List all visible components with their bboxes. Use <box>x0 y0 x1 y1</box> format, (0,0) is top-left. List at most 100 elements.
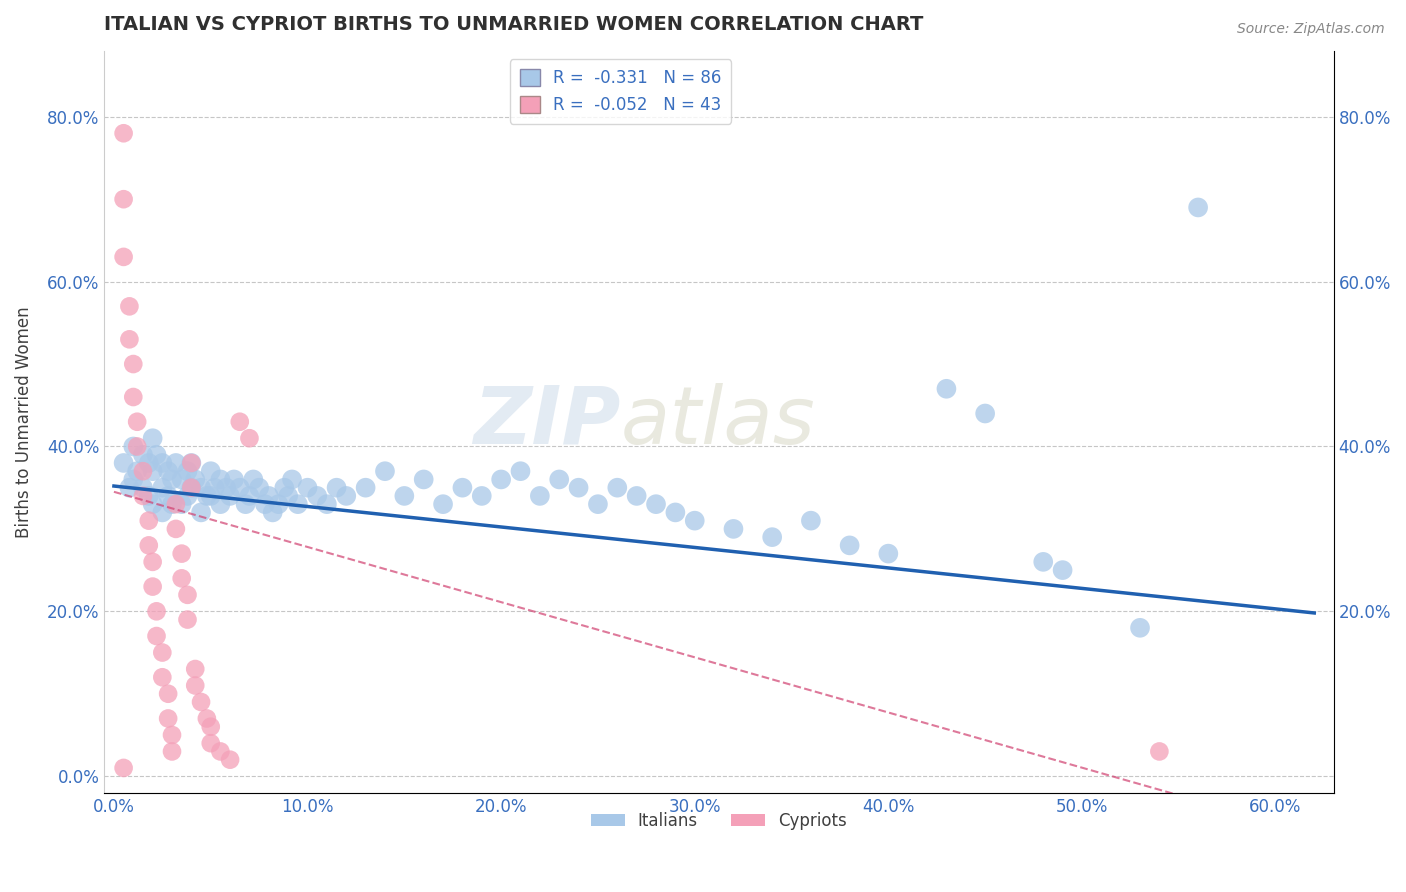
Point <box>180 456 202 470</box>
Point <box>209 472 232 486</box>
Point <box>209 744 232 758</box>
Point <box>1052 563 1074 577</box>
Point <box>267 497 290 511</box>
Point <box>242 472 264 486</box>
Point <box>132 464 155 478</box>
Point <box>142 431 165 445</box>
Point <box>683 514 706 528</box>
Point <box>606 481 628 495</box>
Legend: Italians, Cypriots: Italians, Cypriots <box>585 805 853 836</box>
Point <box>287 497 309 511</box>
Point <box>122 440 145 454</box>
Point <box>297 481 319 495</box>
Point <box>626 489 648 503</box>
Point <box>170 547 193 561</box>
Point <box>142 497 165 511</box>
Point <box>195 711 218 725</box>
Point <box>335 489 357 503</box>
Point <box>150 505 173 519</box>
Point <box>112 456 135 470</box>
Point <box>374 464 396 478</box>
Point <box>1032 555 1054 569</box>
Point <box>586 497 609 511</box>
Point <box>664 505 686 519</box>
Point <box>273 481 295 495</box>
Point <box>160 728 183 742</box>
Point <box>138 514 160 528</box>
Point <box>1149 744 1171 758</box>
Point <box>238 431 260 445</box>
Point <box>838 538 860 552</box>
Point <box>568 481 591 495</box>
Point <box>127 415 149 429</box>
Point <box>277 489 299 503</box>
Point <box>219 489 242 503</box>
Point <box>247 481 270 495</box>
Text: Source: ZipAtlas.com: Source: ZipAtlas.com <box>1237 22 1385 37</box>
Point <box>150 456 173 470</box>
Point <box>170 497 193 511</box>
Point <box>122 472 145 486</box>
Point <box>132 448 155 462</box>
Point <box>645 497 668 511</box>
Point <box>165 497 187 511</box>
Point <box>180 481 202 495</box>
Point <box>142 464 165 478</box>
Point <box>184 472 207 486</box>
Point <box>195 489 218 503</box>
Point <box>112 250 135 264</box>
Point <box>235 497 257 511</box>
Point <box>229 415 252 429</box>
Point <box>935 382 957 396</box>
Point <box>489 472 512 486</box>
Point <box>112 126 135 140</box>
Point <box>723 522 745 536</box>
Point <box>229 481 252 495</box>
Point <box>451 481 474 495</box>
Point <box>170 472 193 486</box>
Point <box>127 440 149 454</box>
Point <box>209 497 232 511</box>
Point <box>548 472 571 486</box>
Point <box>432 497 454 511</box>
Point <box>112 192 135 206</box>
Point <box>118 299 141 313</box>
Point <box>176 464 198 478</box>
Point <box>200 720 222 734</box>
Point <box>145 448 167 462</box>
Text: atlas: atlas <box>620 383 815 461</box>
Point <box>112 761 135 775</box>
Point <box>176 489 198 503</box>
Point <box>529 489 551 503</box>
Point <box>200 464 222 478</box>
Point <box>180 481 202 495</box>
Point <box>316 497 339 511</box>
Point <box>157 711 180 725</box>
Point <box>122 357 145 371</box>
Point <box>1187 201 1209 215</box>
Point <box>877 547 900 561</box>
Point <box>170 571 193 585</box>
Point <box>118 332 141 346</box>
Point <box>138 456 160 470</box>
Point <box>122 390 145 404</box>
Point <box>184 679 207 693</box>
Y-axis label: Births to Unmarried Women: Births to Unmarried Women <box>15 306 32 538</box>
Point <box>325 481 347 495</box>
Point <box>222 472 245 486</box>
Point <box>190 481 212 495</box>
Point <box>200 489 222 503</box>
Point <box>190 695 212 709</box>
Point <box>165 456 187 470</box>
Point <box>132 481 155 495</box>
Point <box>354 481 377 495</box>
Point <box>176 588 198 602</box>
Point <box>150 646 173 660</box>
Point <box>180 456 202 470</box>
Point <box>394 489 416 503</box>
Point <box>253 497 276 511</box>
Point <box>184 662 207 676</box>
Point <box>761 530 783 544</box>
Point <box>142 580 165 594</box>
Point <box>800 514 823 528</box>
